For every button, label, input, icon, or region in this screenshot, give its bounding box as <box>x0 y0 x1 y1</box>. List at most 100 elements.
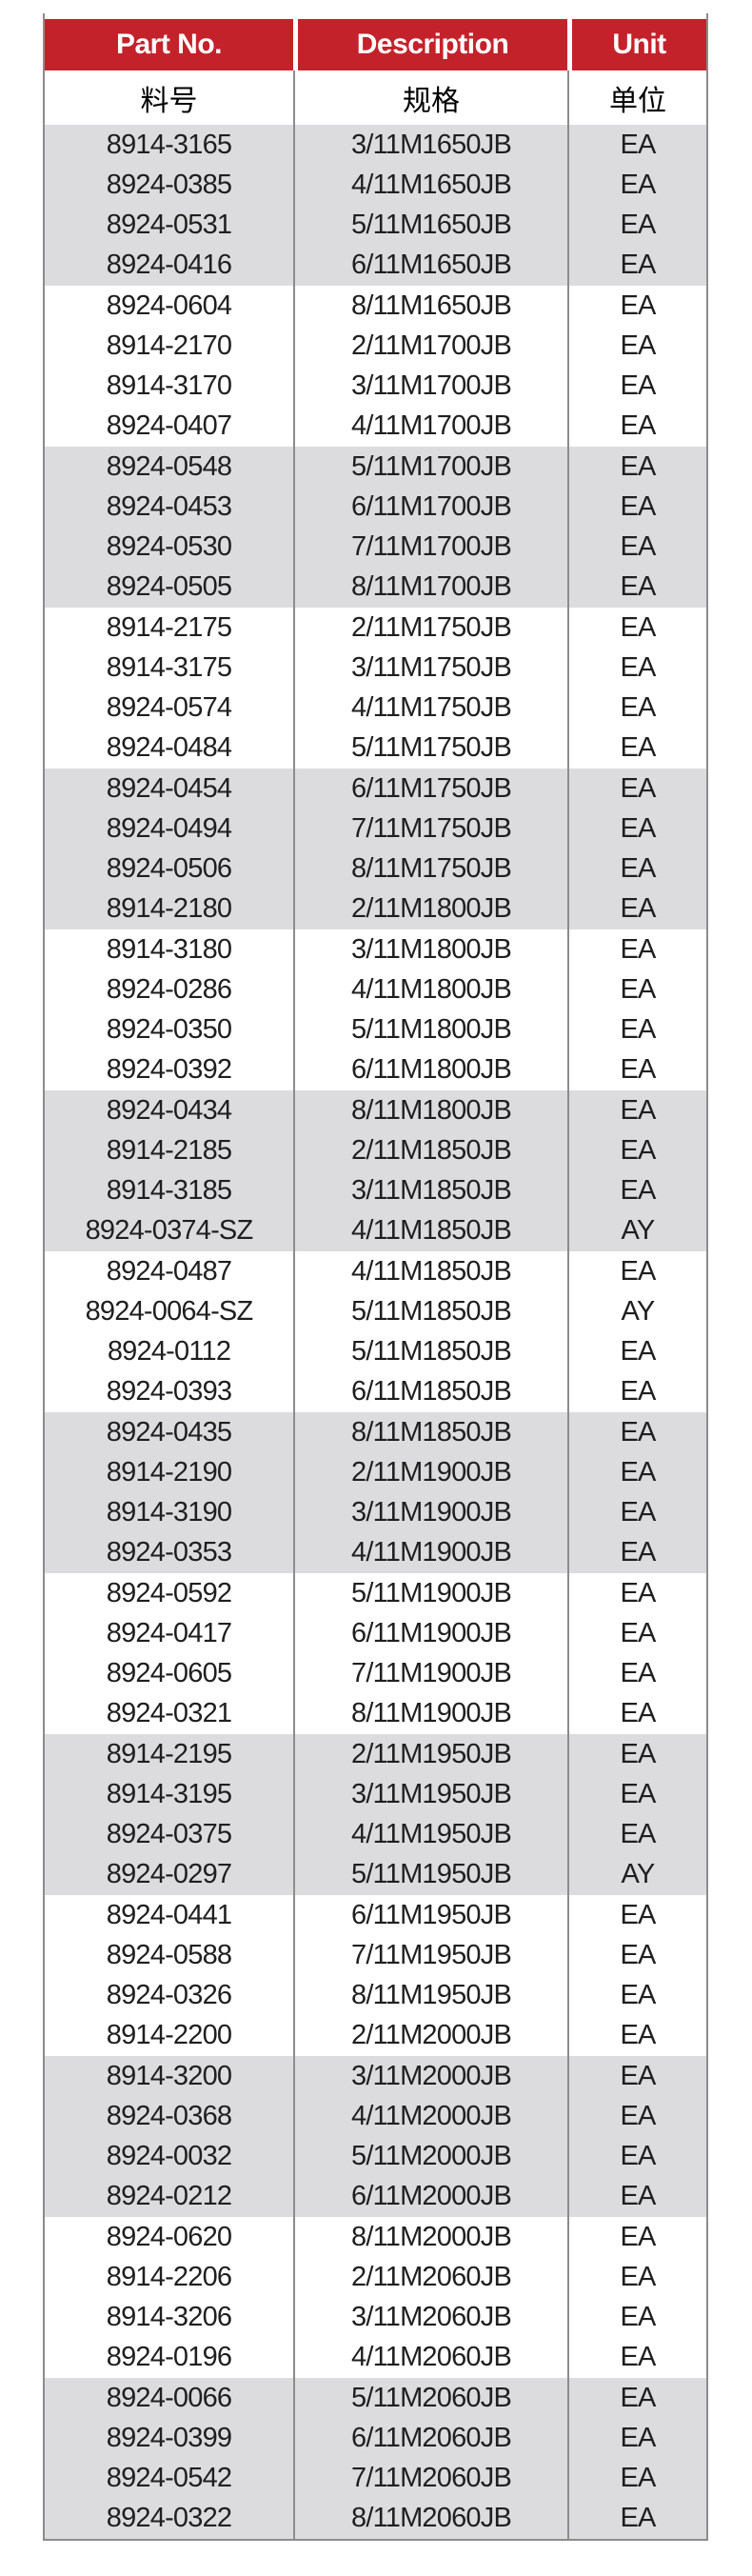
part-no-cell: 8914-2200 <box>45 2015 293 2056</box>
column-subheader-description-zh: 规格 <box>293 70 567 125</box>
table-row: 8914-2185 2/11M1850JB EA <box>45 1130 706 1171</box>
table-row: 8914-3195 3/11M1950JB EA <box>45 1774 706 1815</box>
description-cell: 4/11M1800JB <box>293 969 567 1010</box>
table-row: 8924-0374-SZ 4/11M1850JB AY <box>45 1210 706 1251</box>
unit-cell: EA <box>567 245 706 286</box>
description-cell: 7/11M1750JB <box>293 809 567 849</box>
part-no-cell: 8914-3165 <box>45 125 293 166</box>
part-no-cell: 8914-3195 <box>45 1774 293 1815</box>
table-row: 8924-0399 6/11M2060JB EA <box>45 2418 706 2459</box>
description-cell: 5/11M1700JB <box>293 447 567 488</box>
unit-cell: EA <box>567 2217 706 2258</box>
part-no-cell: 8924-0484 <box>45 728 293 769</box>
table-row: 8924-0353 4/11M1900JB EA <box>45 1532 706 1573</box>
unit-cell: EA <box>567 2176 706 2217</box>
part-no-cell: 8924-0588 <box>45 1935 293 1976</box>
description-cell: 8/11M2000JB <box>293 2217 567 2258</box>
part-no-cell: 8914-3200 <box>45 2056 293 2097</box>
table-row: 8924-0375 4/11M1950JB EA <box>45 1814 706 1855</box>
table-row: 8924-0066 5/11M2060JB EA <box>45 2378 706 2419</box>
table-row: 8924-0505 8/11M1700JB EA <box>45 567 706 608</box>
table-row: 8924-0487 4/11M1850JB EA <box>45 1251 706 1292</box>
table-row: 8924-0592 5/11M1900JB EA <box>45 1573 706 1614</box>
table-row: 8924-0368 4/11M2000JB EA <box>45 2096 706 2137</box>
table-row: 8924-0326 8/11M1950JB EA <box>45 1975 706 2016</box>
table-row: 8924-0385 4/11M1650JB EA <box>45 165 706 206</box>
part-no-cell: 8924-0435 <box>45 1412 293 1453</box>
unit-cell: EA <box>567 1049 706 1090</box>
unit-cell: EA <box>567 1693 706 1734</box>
table-row: 8914-2206 2/11M2060JB EA <box>45 2257 706 2298</box>
unit-cell: EA <box>567 728 706 769</box>
description-cell: 8/11M1650JB <box>293 286 567 327</box>
table-row: 8914-2180 2/11M1800JB EA <box>45 889 706 929</box>
description-cell: 8/11M1750JB <box>293 849 567 889</box>
part-no-cell: 8914-2185 <box>45 1130 293 1171</box>
table-row: 8924-0196 4/11M2060JB EA <box>45 2337 706 2378</box>
part-no-cell: 8924-0530 <box>45 527 293 568</box>
description-cell: 6/11M1750JB <box>293 769 567 809</box>
unit-cell: EA <box>567 809 706 849</box>
table-row: 8924-0620 8/11M2000JB EA <box>45 2217 706 2258</box>
part-no-cell: 8924-0066 <box>45 2378 293 2419</box>
table-row: 8924-0588 7/11M1950JB EA <box>45 1935 706 1976</box>
description-cell: 8/11M1700JB <box>293 567 567 608</box>
description-cell: 4/11M2000JB <box>293 2096 567 2137</box>
table-row: 8924-0297 5/11M1950JB AY <box>45 1854 706 1895</box>
unit-cell: EA <box>567 1371 706 1412</box>
part-no-cell: 8924-0454 <box>45 769 293 809</box>
unit-cell: EA <box>567 2337 706 2378</box>
part-no-cell: 8924-0196 <box>45 2337 293 2378</box>
table-row: 8924-0548 5/11M1700JB EA <box>45 447 706 488</box>
part-no-cell: 8914-3185 <box>45 1170 293 1211</box>
part-no-cell: 8924-0321 <box>45 1693 293 1734</box>
table-row: 8924-0321 8/11M1900JB EA <box>45 1693 706 1734</box>
description-cell: 3/11M1650JB <box>293 125 567 166</box>
table-row: 8924-0393 6/11M1850JB EA <box>45 1371 706 1412</box>
table-row: 8924-0574 4/11M1750JB EA <box>45 688 706 729</box>
unit-cell: EA <box>567 1613 706 1654</box>
table-row: 8924-0416 6/11M1650JB EA <box>45 245 706 286</box>
table-row: 8924-0417 6/11M1900JB EA <box>45 1613 706 1654</box>
part-no-cell: 8924-0434 <box>45 1090 293 1131</box>
description-cell: 6/11M1900JB <box>293 1613 567 1654</box>
table-row: 8914-3190 3/11M1900JB EA <box>45 1492 706 1533</box>
description-cell: 3/11M1750JB <box>293 648 567 689</box>
part-no-cell: 8914-3190 <box>45 1492 293 1533</box>
unit-cell: EA <box>567 2096 706 2137</box>
description-cell: 2/11M1950JB <box>293 1734 567 1775</box>
part-no-cell: 8924-0393 <box>45 1371 293 1412</box>
description-cell: 7/11M2060JB <box>293 2458 567 2499</box>
table-row: 8914-3175 3/11M1750JB EA <box>45 648 706 689</box>
description-cell: 2/11M1800JB <box>293 889 567 929</box>
description-cell: 4/11M1950JB <box>293 1814 567 1855</box>
table-row: 8924-0484 5/11M1750JB EA <box>45 728 706 769</box>
table-row: 8924-0531 5/11M1650JB EA <box>45 205 706 246</box>
description-cell: 7/11M1900JB <box>293 1653 567 1694</box>
part-no-cell: 8924-0374-SZ <box>45 1210 293 1251</box>
part-no-cell: 8924-0407 <box>45 406 293 447</box>
unit-cell: EA <box>567 688 706 729</box>
unit-cell: AY <box>567 1854 706 1895</box>
description-cell: 4/11M1750JB <box>293 688 567 729</box>
table-row: 8924-0605 7/11M1900JB EA <box>45 1653 706 1694</box>
column-header-unit: Unit <box>567 19 706 70</box>
unit-cell: EA <box>567 1090 706 1131</box>
description-cell: 8/11M1850JB <box>293 1412 567 1453</box>
table-row: 8924-0064-SZ 5/11M1850JB AY <box>45 1291 706 1332</box>
part-no-cell: 8924-0392 <box>45 1049 293 1090</box>
part-no-cell: 8914-3175 <box>45 648 293 689</box>
part-no-cell: 8924-0032 <box>45 2136 293 2177</box>
part-no-cell: 8924-0416 <box>45 245 293 286</box>
table-row: 8924-0407 4/11M1700JB EA <box>45 406 706 447</box>
parts-table: Part No. Description Unit 料号 规格 单位 8914-… <box>45 19 706 2539</box>
column-subheader-part-no-zh: 料号 <box>45 70 293 125</box>
unit-cell: AY <box>567 1210 706 1251</box>
description-cell: 8/11M1800JB <box>293 1090 567 1131</box>
table-row: 8924-0494 7/11M1750JB EA <box>45 809 706 849</box>
unit-cell: EA <box>567 567 706 608</box>
description-cell: 4/11M2060JB <box>293 2337 567 2378</box>
unit-cell: EA <box>567 1935 706 1976</box>
description-cell: 8/11M1900JB <box>293 1693 567 1734</box>
column-subheader-unit-zh: 单位 <box>567 70 706 125</box>
